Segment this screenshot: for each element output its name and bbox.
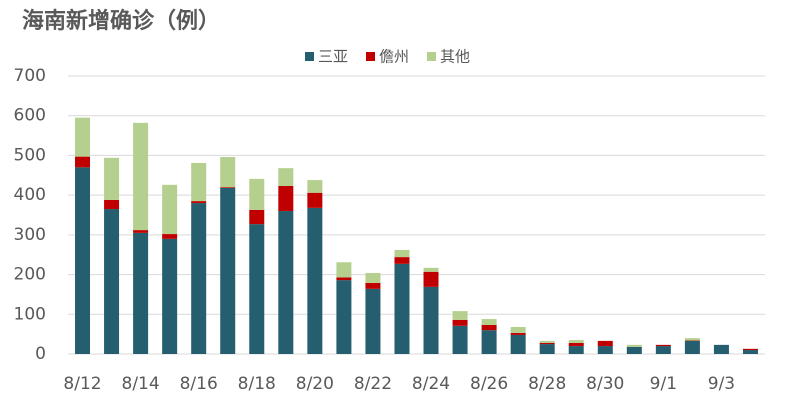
bar-segment [307,208,322,354]
bar-segment [365,283,380,289]
bar-segment [278,186,293,211]
bar-segment [249,210,264,224]
bar-segment [482,330,497,354]
bar-segment [424,272,439,287]
bar-segment [220,188,235,354]
x-tick-label: 8/12 [63,374,101,394]
legend-label: 儋州 [379,48,409,66]
y-tick-label: 700 [14,66,46,86]
bar-segment [191,201,206,203]
legend-swatch [305,52,314,61]
y-tick-label: 500 [14,145,46,165]
x-tick-label: 8/16 [180,374,218,394]
x-tick-label: 8/30 [586,374,624,394]
bar-segment [191,163,206,201]
bar-segment [278,168,293,186]
bar-segment [569,346,584,354]
bar-segment [191,203,206,354]
bar-segment [540,341,555,343]
bar-segment [453,326,468,354]
bar-segment [424,287,439,354]
bar-segment [482,325,497,330]
bar-segment [220,157,235,187]
x-tick-label: 8/22 [354,374,392,394]
bar-segment [482,319,497,325]
y-tick-label: 200 [14,265,46,285]
bar-segment [75,167,90,354]
y-tick-label: 600 [14,106,46,126]
bar-segment [424,268,439,272]
bar-segment [133,123,148,230]
bar-segment [278,211,293,354]
bar-segment [453,311,468,320]
bar-segment [627,345,642,347]
bar-segment [511,327,526,333]
bar-segment [75,118,90,157]
bar-segment [104,158,119,200]
y-tick-label: 100 [14,304,46,324]
y-tick-label: 400 [14,185,46,205]
bar-segment [540,344,555,354]
legend-label: 三亚 [318,48,348,66]
x-tick-label: 8/20 [296,374,334,394]
bar-segment [133,230,148,233]
bar-segment [511,333,526,335]
bar-segment [162,234,177,239]
bar-segment [307,193,322,208]
bar-segment [598,346,613,354]
bar-segment [540,343,555,344]
legend-swatch [366,52,375,61]
x-tick-label: 8/28 [528,374,566,394]
bar-segment [394,264,409,354]
bar-segment [336,280,351,354]
bar-segment [569,340,584,343]
bar-segment [75,157,90,168]
bar-segment [394,257,409,264]
bar-segment [685,341,700,354]
bar-segment [511,335,526,354]
bar-segment [656,346,671,354]
x-tick-label: 8/24 [412,374,450,394]
x-tick-label: 8/14 [122,374,160,394]
bar-segment [162,239,177,354]
bar-segment [743,349,758,350]
bar-segment [249,224,264,354]
bar-segment [685,338,700,340]
bar-segment [743,350,758,354]
bar-segment [307,180,322,193]
bar-segment [569,343,584,346]
x-tick-label: 9/3 [708,374,735,394]
legend-label: 其他 [440,48,470,66]
bar-segment [365,273,380,283]
y-tick-label: 0 [35,344,46,364]
bar-segment [598,341,613,346]
bar-segment [104,209,119,354]
bar-segment [104,200,119,209]
bar-segment [336,277,351,280]
bar-segment [133,233,148,354]
bar-segment [336,262,351,277]
bar-segment [249,179,264,210]
legend-swatch [427,52,436,61]
x-tick-label: 8/26 [470,374,508,394]
bar-segment [162,185,177,234]
x-tick-label: 9/1 [650,374,677,394]
bar-segment [365,289,380,354]
bar-segment [656,345,671,346]
x-tick-label: 8/18 [238,374,276,394]
bar-segment [627,347,642,354]
bar-segment [220,187,235,188]
bar-segment [714,345,729,354]
chart-title: 海南新增确诊（例） [22,8,220,34]
bar-segment [453,320,468,326]
y-tick-label: 300 [14,225,46,245]
bar-segment [394,250,409,257]
